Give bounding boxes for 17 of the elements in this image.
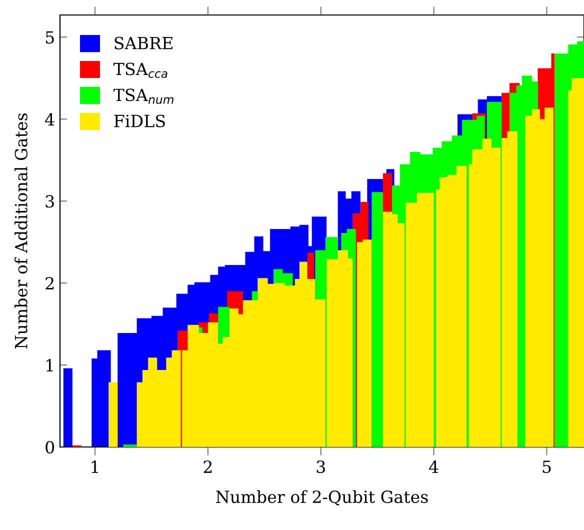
y-tick-label: 4 bbox=[45, 113, 54, 126]
y-tick-label: 0 bbox=[46, 440, 54, 454]
x-tick-label: 2 bbox=[204, 460, 212, 473]
legend-label: TSA$_{cca}$ bbox=[113, 62, 168, 78]
x-tick-label: 1 bbox=[92, 460, 98, 473]
y-tick-label: 1 bbox=[46, 358, 53, 372]
x-axis-title: Number of 2-Qubit Gates bbox=[216, 490, 428, 506]
legend-label: TSA$_{num}$ bbox=[113, 88, 174, 104]
x-tick-label: 3 bbox=[316, 460, 325, 474]
x-tick-label: 5 bbox=[542, 460, 551, 474]
y-tick-label: 2 bbox=[46, 277, 54, 290]
x-tick-label: 4 bbox=[429, 460, 438, 473]
y-tick-label: 3 bbox=[46, 195, 54, 208]
y-axis-title: Number of Additional Gates bbox=[14, 113, 28, 349]
y-tick-label: 5 bbox=[46, 31, 54, 44]
legend-label: SABRE bbox=[114, 36, 172, 50]
legend-label: FiDLS bbox=[114, 114, 165, 128]
